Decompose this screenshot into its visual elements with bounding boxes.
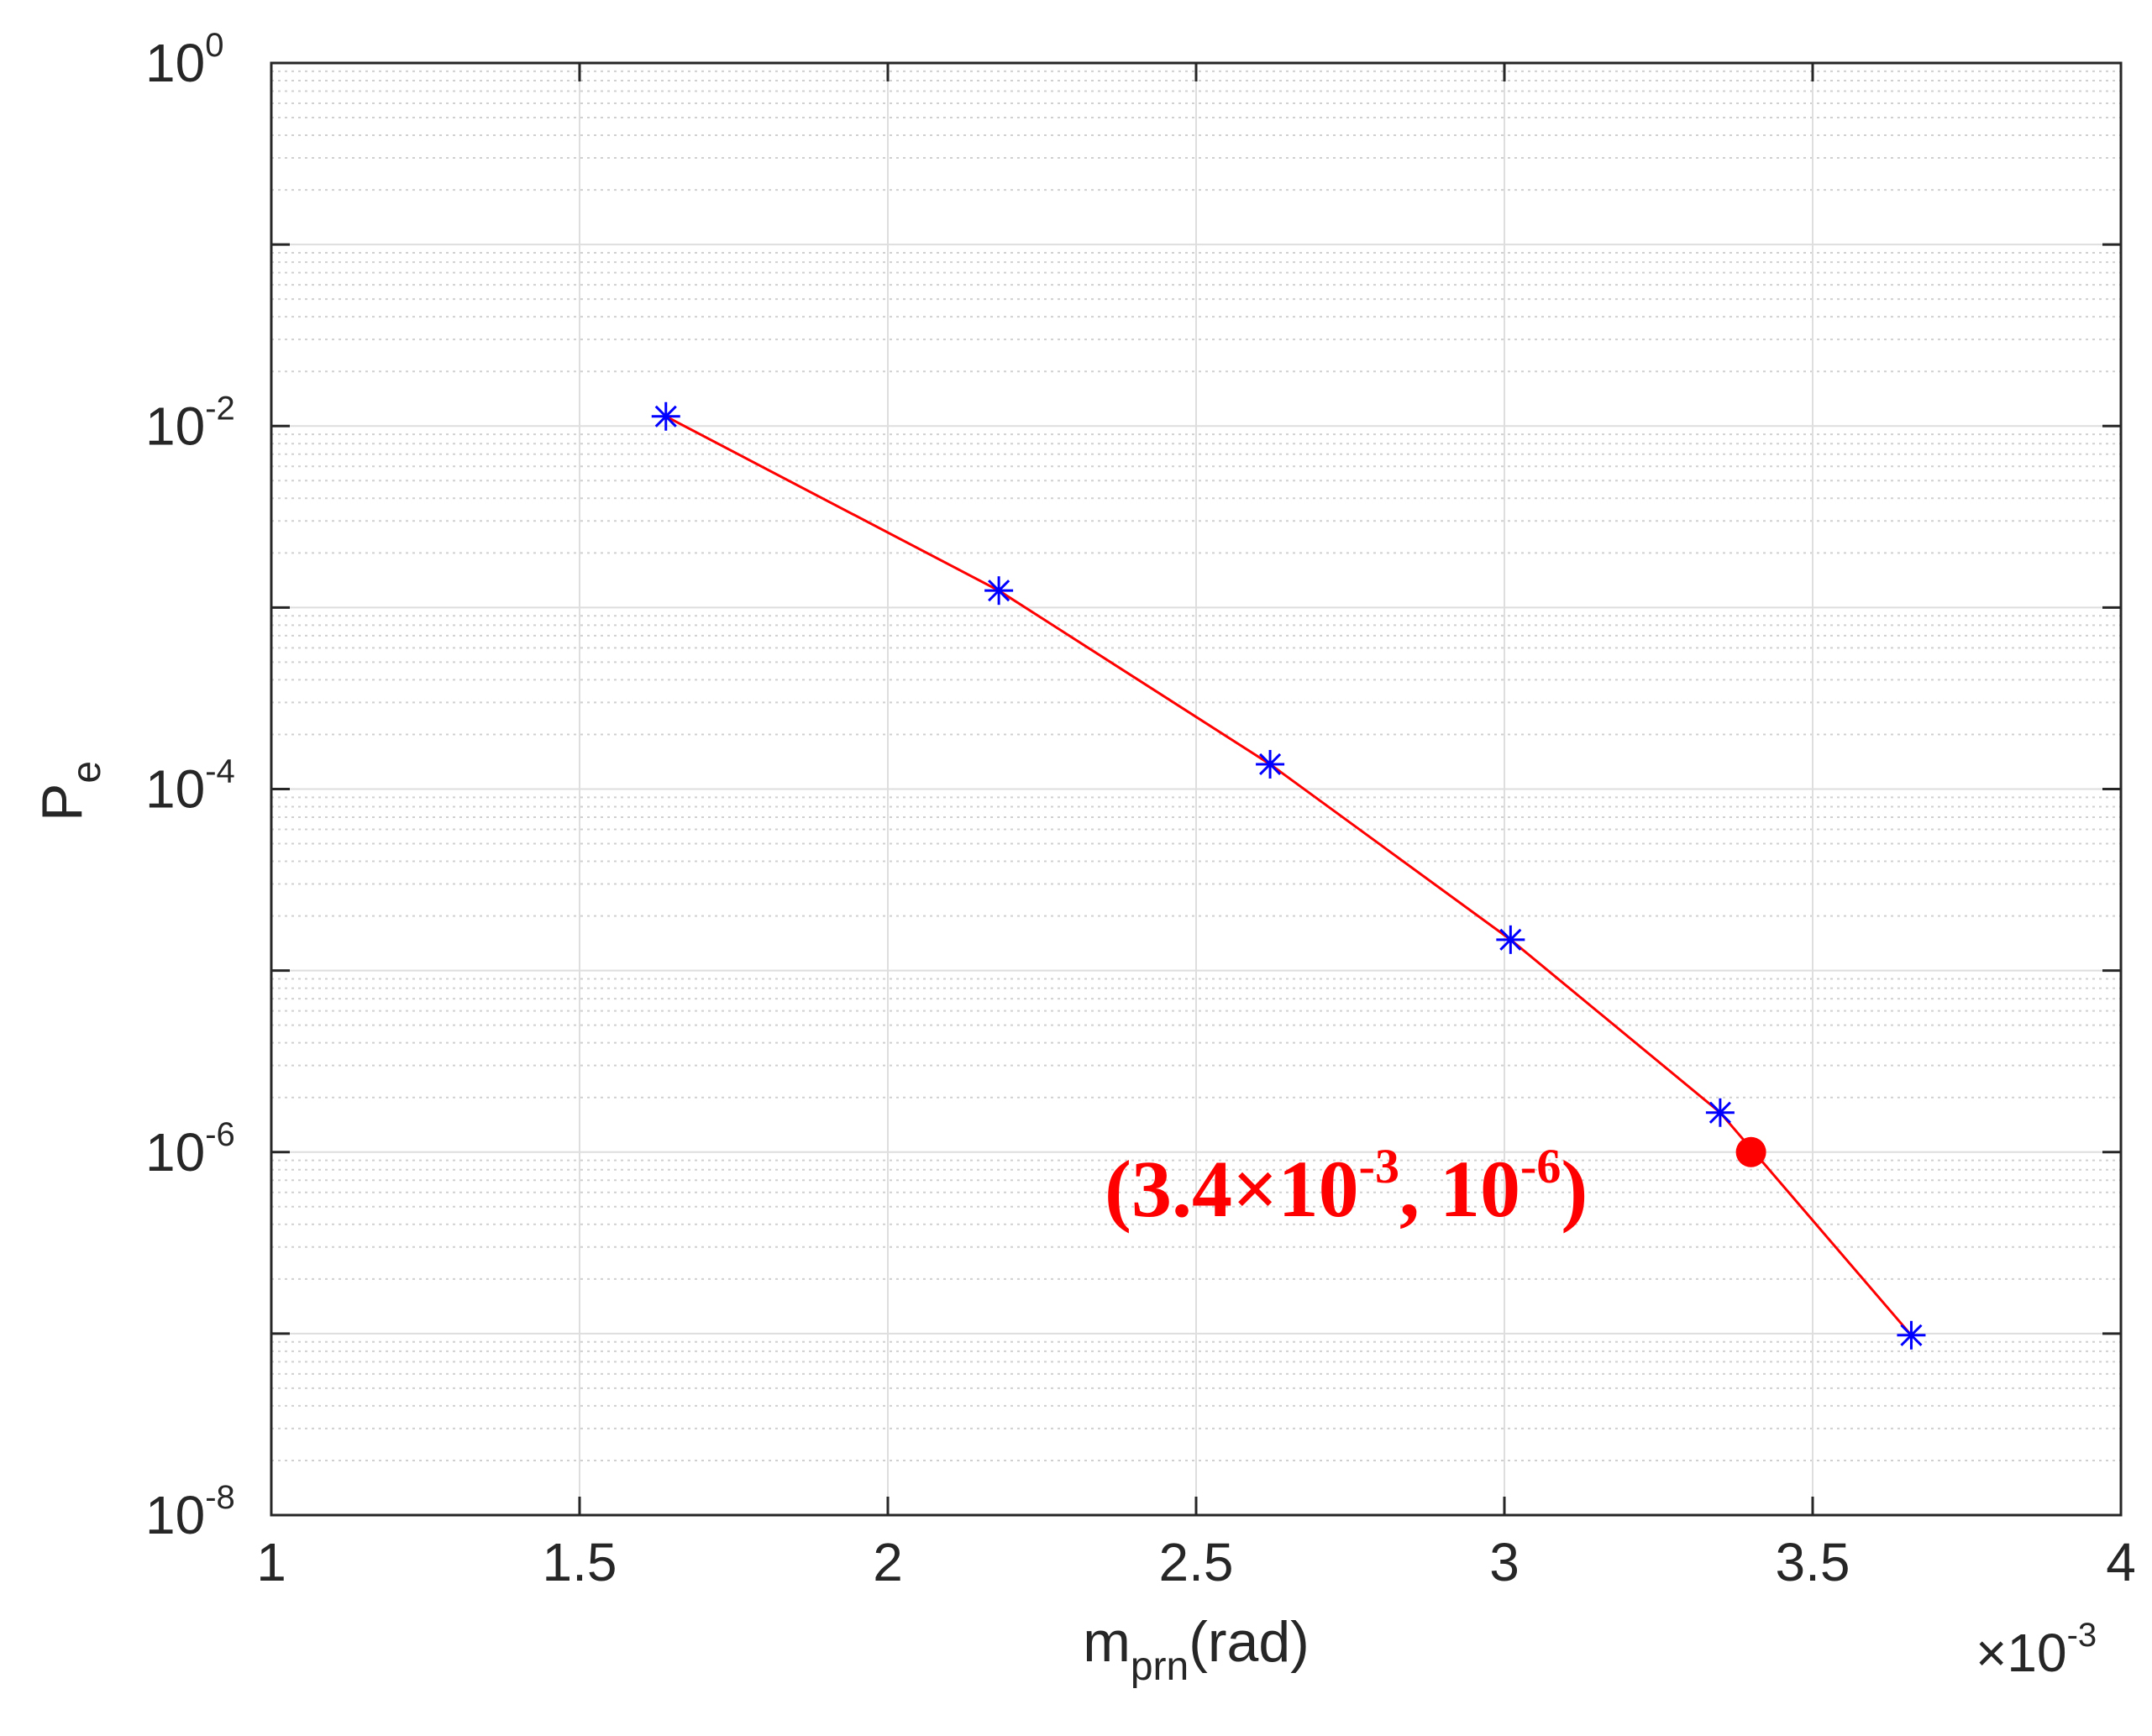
x-tick-label: 3 [1489,1532,1520,1592]
y-tick-label-base: 10 [145,33,205,93]
y-tick-label: 10-2 [145,390,235,456]
marker-stroke [654,405,677,427]
y-axis-label-sub: e [65,761,109,784]
x-exponent-label: ×10-3 [1976,1617,2097,1683]
y-tick-label: 10-4 [145,753,235,820]
y-tick-label: 10-6 [145,1116,235,1183]
y-tick-label-exponent: -8 [205,1479,235,1516]
x-axis-label-unit: (rad) [1189,1610,1310,1674]
x-tick-label: 3.5 [1776,1532,1850,1592]
x-axis-label-main: m [1083,1610,1131,1674]
x-exponent-prefix: ×10 [1976,1623,2067,1683]
marker-stroke [1708,1101,1731,1124]
y-tick-label-base: 10 [145,396,205,456]
y-tick-label-exponent: -4 [205,753,235,790]
y-tick-label-exponent: 0 [205,27,223,64]
x-tick-label: 2 [873,1532,903,1592]
annotation-part-1: (3.4×10 [1105,1144,1359,1234]
grid [270,62,2122,1516]
x-tick-label: 1 [256,1532,286,1592]
annotation-exp-2: -6 [1520,1139,1561,1193]
x-axis-label: mprn(rad) [1083,1610,1310,1689]
marker-stroke [1258,753,1282,776]
data-point-marker [1705,1098,1735,1127]
data-point-marker [1496,925,1525,954]
y-tick-label-base: 10 [145,759,205,820]
x-tick-label: 4 [2106,1532,2136,1592]
annotation-part-2: , 10 [1399,1144,1520,1234]
x-axis-label-sub: prn [1131,1644,1189,1689]
x-tick-label: 1.5 [543,1532,617,1592]
marker-stroke [988,580,1010,602]
y-tick-label-base: 10 [145,1485,205,1545]
y-tick-label-exponent: -2 [205,390,235,427]
axis-ticks [270,61,2123,1517]
y-tick-label: 100 [145,27,223,93]
marker-stroke [1900,1324,1923,1346]
data-point-marker [984,576,1014,606]
y-tick-label-exponent: -6 [205,1116,235,1153]
annotation-part-3: ) [1561,1144,1588,1234]
y-axis-label-group: Pe [30,761,109,821]
y-tick-label-base: 10 [145,1122,205,1183]
data-point-marker [1897,1320,1926,1350]
y-axis-label-main: P [30,784,94,821]
y-axis-label: Pe [30,761,109,821]
series-layer [651,401,1926,1350]
data-point-marker [651,401,680,431]
x-tick-label: 2.5 [1159,1532,1234,1592]
highlight-point [1735,1136,1766,1167]
x-tick-labels: 1 1.5 2 2.5 3 3.5 4 [256,1532,2136,1592]
x-exponent-power: -3 [2067,1617,2097,1654]
data-point-marker [1256,749,1285,779]
marker-stroke [1499,928,1522,951]
annotation: (3.4×10-3, 10-6) [1105,1139,1588,1234]
y-tick-label: 10-8 [145,1479,235,1545]
annotation-exp-1: -3 [1359,1139,1399,1193]
